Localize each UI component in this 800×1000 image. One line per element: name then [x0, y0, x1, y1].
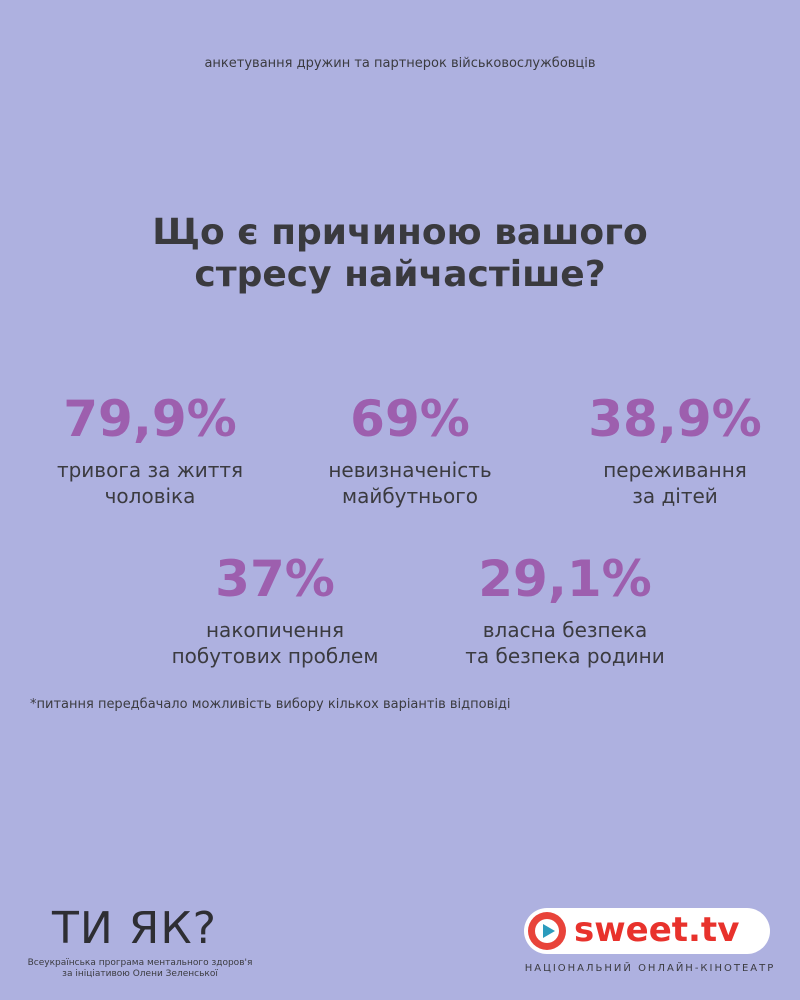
stat-label: чоловіка — [104, 484, 196, 508]
stat-label: та безпека родини — [465, 644, 665, 668]
sweet-caption: НАЦІОНАЛЬНИЙ ОНЛАЙН-КІНОТЕАТР — [524, 963, 776, 974]
stat-label: тривога за життя — [56, 458, 244, 482]
stat-value: 29,1% — [478, 550, 652, 608]
subtitle: анкетування дружин та партнерок військов… — [204, 56, 596, 71]
stat-value: 37% — [215, 550, 335, 608]
stat-label: майбутнього — [341, 484, 479, 508]
sweet-logo-text: sweet.tv — [574, 910, 740, 950]
title-line: стресу найчастіше? — [194, 254, 606, 295]
stat-label: за дітей — [632, 484, 718, 508]
logo-tyak: ТИ ЯК? — [52, 903, 217, 954]
stat-value: 38,9% — [588, 390, 762, 448]
stat-label: власна безпека — [482, 618, 648, 642]
footnote: *питання передбачало можливість вибору к… — [30, 697, 511, 712]
stat-label: накопичення — [205, 618, 345, 642]
logo-caption: за ініціативою Олени Зеленської — [62, 969, 218, 979]
stat-label: невизначеність — [328, 458, 492, 482]
stat-value: 69% — [350, 390, 470, 448]
stat-label: побутових проблем — [171, 644, 379, 668]
title-line: Що є причиною вашого — [152, 212, 648, 253]
stat-value: 79,9% — [63, 390, 237, 448]
logo-caption: Всеукраїнська програма ментального здоро… — [27, 958, 253, 968]
stat-label: переживання — [603, 458, 747, 482]
sweet-icon — [528, 912, 566, 950]
